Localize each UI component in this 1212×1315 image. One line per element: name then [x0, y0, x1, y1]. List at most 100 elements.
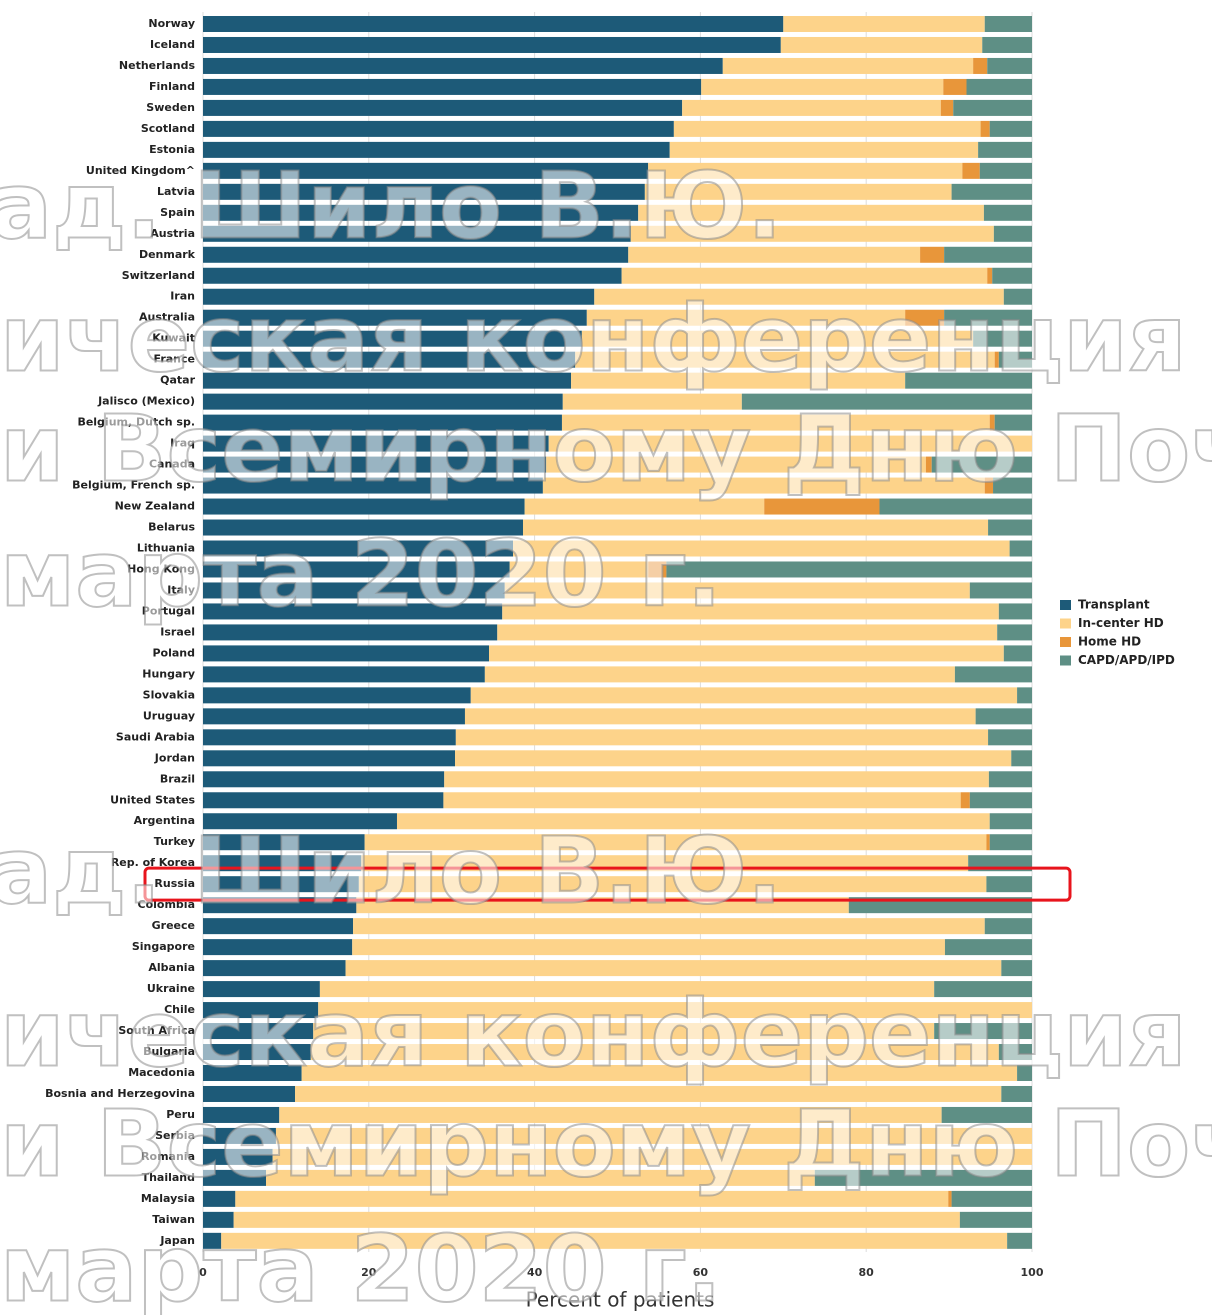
bar-segment — [594, 288, 1004, 305]
y-tick-label: Kuwait — [152, 332, 195, 345]
bar-segment — [203, 603, 503, 620]
bar-segment — [1001, 960, 1032, 977]
bar-segment — [203, 1211, 234, 1228]
bar-segment — [301, 1065, 1018, 1081]
y-tick-label: Israel — [160, 625, 195, 638]
bar-segment — [203, 456, 547, 473]
bar-segment — [203, 225, 631, 242]
bar-segment — [353, 918, 985, 935]
bar-segment — [1017, 687, 1032, 704]
y-tick-label: Netherlands — [119, 59, 196, 72]
watermark: ическая конференция РДО — [0, 285, 1212, 392]
bar-segment — [1003, 645, 1032, 662]
bar-segment — [669, 141, 979, 158]
bar-segment — [522, 519, 989, 536]
legend-label: Transplant — [1078, 598, 1150, 612]
y-tick-label: United States — [110, 793, 195, 806]
bar-segment — [464, 708, 976, 725]
bar-segment — [203, 876, 359, 893]
bar-segment — [203, 204, 639, 221]
y-tick-label: Chile — [164, 1003, 195, 1016]
bar-segment — [984, 918, 1032, 935]
y-tick-label: Lithuania — [137, 542, 195, 555]
y-tick-label: Uruguay — [143, 709, 195, 722]
bar-segment — [905, 309, 945, 326]
y-tick-label: Iceland — [150, 38, 195, 51]
y-tick-label: Bulgaria — [143, 1045, 195, 1058]
bar-segment — [275, 1127, 1032, 1144]
bar-segment — [630, 225, 994, 242]
bar-segment — [319, 981, 935, 998]
bar-segment — [203, 729, 456, 746]
bar-segment — [966, 78, 1032, 95]
bar-segment — [934, 1023, 1032, 1040]
bar-segment — [203, 792, 444, 809]
bar-segment — [979, 162, 1032, 179]
y-tick-label: Austria — [150, 227, 195, 240]
y-tick-label: Greece — [152, 919, 195, 932]
legend-label: Home HD — [1078, 635, 1141, 649]
y-tick-label: Iran — [170, 290, 195, 303]
bar-segment — [524, 498, 765, 515]
bar-segment — [364, 834, 987, 851]
bar-segment — [948, 1190, 952, 1207]
bar-segment — [987, 57, 1032, 74]
y-tick-label: Peru — [166, 1108, 195, 1121]
bar-segment — [203, 582, 505, 599]
bar-segment — [941, 1106, 1032, 1123]
watermark: ическая конференция РДО, — [0, 980, 1212, 1087]
x-tick-label: 20 — [361, 1266, 377, 1279]
bar-segment — [722, 57, 974, 74]
bar-segment — [586, 309, 906, 326]
bar-segment — [313, 1023, 935, 1040]
bar-segment — [203, 519, 523, 536]
bar-segment — [502, 603, 999, 620]
bar-segment — [203, 1085, 296, 1102]
bar-segment — [986, 834, 990, 851]
bar-segment — [780, 36, 983, 53]
y-tick-label: South Africa — [118, 1024, 195, 1037]
bar-segment — [203, 351, 576, 368]
bar-segment — [975, 708, 1032, 725]
y-tick-label: Jordan — [154, 751, 195, 764]
x-tick-label: 0 — [199, 1266, 207, 1279]
bar-segment — [984, 477, 994, 494]
watermark: ад. Шило В.Ю. — [0, 817, 782, 924]
y-tick-label: Qatar — [160, 374, 195, 387]
bar-segment — [994, 414, 1032, 431]
bar-segment — [628, 246, 921, 263]
bar-segment — [988, 519, 1032, 536]
bar-segment — [203, 393, 563, 410]
y-tick-label: Estonia — [149, 143, 195, 156]
y-tick-label: Iraq — [170, 437, 195, 450]
bar-segment — [203, 288, 595, 305]
bar-segment — [203, 16, 784, 32]
y-tick-label: Jalisco (Mexico) — [97, 395, 195, 408]
bar-segment — [203, 162, 649, 179]
bar-segment — [814, 1169, 1032, 1186]
bar-segment — [203, 540, 514, 557]
bar-segment — [741, 393, 1032, 410]
bar-segment — [318, 1002, 1033, 1019]
bar-segment — [203, 624, 498, 641]
bar-segment — [998, 351, 1032, 368]
bar-segment — [235, 1190, 949, 1207]
bar-segment — [978, 141, 1032, 158]
legend-swatch — [1060, 655, 1071, 666]
bar-segment — [682, 99, 941, 116]
watermark: и Всемирному Дню Почки — [0, 395, 1212, 502]
bar-segment — [203, 330, 582, 347]
legend-swatch — [1060, 618, 1071, 629]
legend-label: CAPD/APD/IPD — [1078, 653, 1175, 667]
bar-segment — [983, 204, 1032, 221]
bar-segment — [203, 561, 510, 578]
watermark: марта 2020 г. — [0, 1215, 722, 1315]
bar-segment — [203, 1190, 236, 1207]
bar-segment — [993, 477, 1032, 494]
bar-segment — [621, 267, 988, 284]
y-tick-label: Singapore — [132, 940, 195, 953]
bar-segment — [951, 1190, 1032, 1207]
bar-segment — [203, 36, 781, 53]
bar-segment — [1001, 1085, 1032, 1102]
